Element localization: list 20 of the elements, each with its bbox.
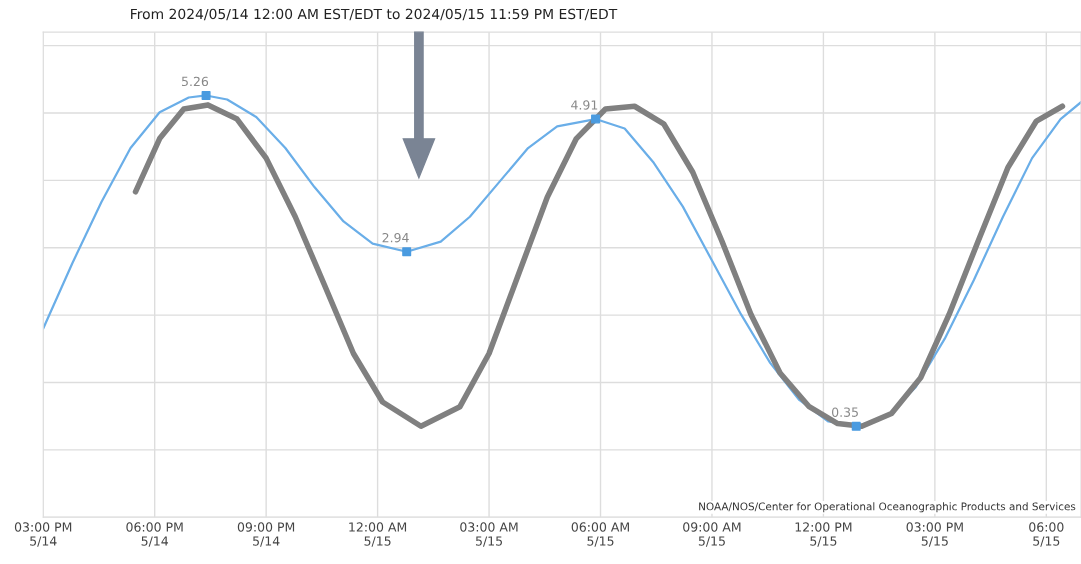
x-tick-label: 06:00 AM 5/15	[571, 522, 629, 547]
x-tick-label: 06:00 5/15	[1029, 522, 1064, 547]
data-label: 4.91	[571, 100, 598, 110]
chart-title: From 2024/05/14 12:00 AM EST/EDT to 2024/05/15 11:59 PM EST/EDT	[131, 8, 618, 21]
point	[201, 90, 211, 100]
x-tick-label: 12:00 AM 5/15	[349, 522, 407, 547]
x-tick-label: 09:00 AM 5/15	[683, 522, 741, 547]
point	[851, 421, 861, 431]
point	[591, 114, 601, 124]
x-tick-label: 03:00 PM 5/14	[14, 522, 72, 547]
annotation: NOAA/NOS/Center for Operational Oceanographic Products and Services	[699, 502, 1076, 513]
x-tick-label: 06:00 PM 5/14	[126, 522, 183, 547]
x-tick-label: 03:00 PM 5/15	[906, 522, 963, 547]
data-label: 2.94	[382, 232, 409, 243]
point	[402, 247, 412, 257]
data-label: 5.26	[182, 76, 209, 87]
x-tick-label: 12:00 PM 5/15	[795, 522, 852, 547]
data-label: 0.35	[832, 407, 858, 417]
x-tick-label: 03:00 AM 5/15	[460, 522, 518, 547]
x-tick-label: 09:00 PM 5/14	[237, 522, 295, 547]
